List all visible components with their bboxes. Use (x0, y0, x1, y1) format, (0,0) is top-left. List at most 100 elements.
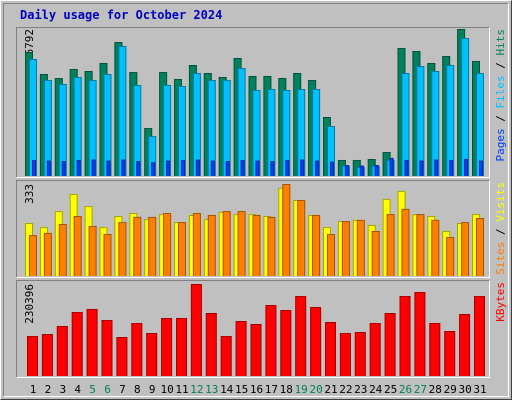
bar (43, 79, 52, 176)
bar (136, 161, 141, 176)
bar (121, 159, 126, 176)
x-tick-label: 24 (369, 383, 383, 396)
bar-edge (133, 216, 142, 276)
bar (101, 320, 113, 376)
bar (190, 284, 202, 376)
bar-edge (192, 72, 201, 176)
bar-edge (434, 159, 439, 176)
bar (416, 65, 425, 176)
bar-edge (190, 284, 202, 376)
chart-title: Daily usage for October 2024 (20, 8, 222, 22)
x-tick-label: 8 (134, 383, 141, 396)
bar-edge (280, 310, 292, 376)
bar-edge (479, 160, 483, 176)
bar (252, 90, 261, 176)
bar (282, 184, 291, 276)
bar-edge (58, 83, 67, 176)
bar-edge (446, 64, 455, 176)
bar-edge (136, 161, 141, 176)
bar (295, 296, 307, 376)
bar-edge (29, 58, 37, 176)
x-tick-label: 29 (444, 383, 457, 396)
bar-edge (222, 79, 231, 176)
bar-edge (416, 65, 425, 176)
bar-edge (73, 76, 82, 176)
x-tick-label: 9 (149, 383, 156, 396)
bar (220, 336, 232, 376)
bar-edge (389, 157, 394, 176)
bar-edge (195, 159, 200, 176)
bar (118, 45, 127, 176)
bar (163, 84, 172, 176)
bar (133, 216, 142, 276)
bar-edge (73, 216, 82, 276)
bar (449, 160, 454, 176)
bar-edge (297, 88, 306, 176)
bar-edge (27, 336, 38, 376)
panel-bevel-light (16, 180, 490, 278)
bar (29, 58, 37, 176)
bar-edge (267, 88, 276, 176)
legend-entry: Hits (494, 29, 507, 56)
bar (476, 72, 484, 176)
bar-edge (416, 214, 425, 276)
bar (344, 165, 349, 176)
x-tick-label: 11 (175, 383, 188, 396)
x-tick-label: 21 (324, 383, 337, 396)
bar (446, 237, 455, 276)
bar (419, 160, 424, 176)
bar-edge (300, 159, 305, 176)
bar (146, 333, 158, 376)
x-tick-label: 31 (473, 383, 486, 396)
bar-edge (237, 211, 246, 276)
x-tick-label: 5 (89, 383, 96, 396)
bar (434, 159, 439, 176)
bar-edge (327, 234, 335, 276)
bar (267, 88, 276, 176)
x-tick-label: 27 (414, 383, 427, 396)
bar-edge (444, 331, 456, 376)
bar-edge (267, 216, 276, 276)
bar-edge (282, 184, 291, 276)
bar-edge (449, 160, 454, 176)
bar-edge (178, 86, 186, 176)
bar-edge (250, 324, 262, 376)
legend-entry: Pages (494, 128, 507, 161)
bar (240, 160, 245, 176)
bar (479, 160, 483, 176)
bar-edge (118, 45, 127, 176)
bar-edge (431, 219, 440, 276)
x-tick-label: 22 (339, 383, 352, 396)
bar-edge (58, 224, 67, 276)
bar (86, 309, 98, 376)
x-tick-label: 10 (160, 383, 173, 396)
bar (192, 213, 201, 276)
bar-edge (285, 160, 290, 176)
bar-edge (461, 222, 470, 276)
bar (103, 234, 112, 276)
bar (166, 160, 171, 176)
bar-edge (429, 323, 441, 376)
bar-edge (56, 326, 68, 376)
bar (369, 323, 381, 376)
x-tick-label: 17 (265, 383, 278, 396)
bar (32, 160, 36, 176)
bar (207, 79, 216, 176)
bar-edge (240, 160, 245, 176)
bar (374, 165, 379, 176)
bar (88, 225, 97, 276)
legend-separator: / (494, 222, 507, 242)
bar (371, 230, 380, 276)
bar-edge (297, 200, 306, 276)
bar (222, 211, 231, 276)
bar (73, 76, 82, 176)
bar (103, 73, 112, 176)
bar-edge (106, 160, 111, 176)
bar-edge (118, 222, 127, 276)
bar-edge (371, 230, 380, 276)
bar (464, 158, 469, 176)
bar-edge (192, 213, 201, 276)
x-tick-label: 3 (59, 383, 66, 396)
bar-edge (235, 321, 247, 376)
